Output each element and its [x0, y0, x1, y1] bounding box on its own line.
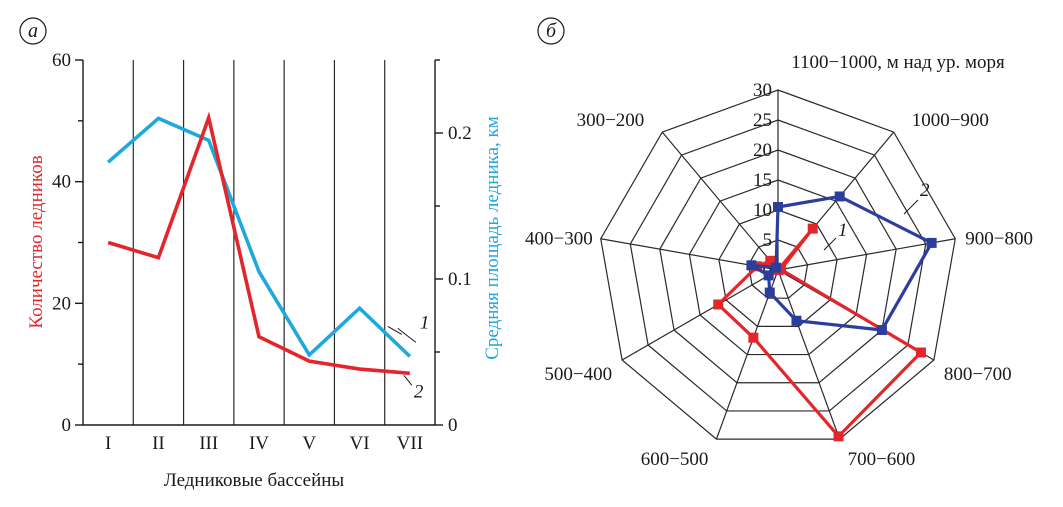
y-right-tick-label: 0.1 — [448, 269, 472, 290]
radar-ring — [688, 179, 868, 356]
radar-marker-2 — [773, 202, 783, 212]
series-line-2 — [107, 111, 411, 376]
panel-label-b: б — [546, 20, 557, 42]
leader-line-2 — [403, 374, 413, 386]
radial-tick-label: 30 — [753, 80, 772, 101]
radar-series-1 — [715, 227, 924, 439]
radar-series — [713, 191, 937, 442]
radar-spoke — [777, 269, 841, 440]
curve-label-1: 1 — [420, 312, 430, 333]
radar-marker-1 — [833, 431, 844, 442]
category-label: 1100−1000, м над ур. моря — [791, 52, 1005, 73]
category-label: 400−300 — [525, 229, 593, 250]
radar-spoke — [777, 238, 956, 271]
radar-leader-1 — [823, 237, 837, 251]
y-right-tick-label: 0 — [448, 415, 458, 436]
radar-leader-2 — [903, 199, 919, 215]
radial-tick-label: 25 — [753, 110, 772, 131]
x-tick-label: IV — [249, 433, 269, 454]
radar-marker-2 — [771, 262, 782, 273]
radar-marker-1 — [765, 255, 776, 266]
panel-label-circle-b — [537, 17, 565, 45]
panel-label-a: а — [28, 20, 38, 42]
radar-marker-2 — [926, 237, 937, 248]
radar-marker-2 — [764, 287, 775, 298]
y-left-tick-label: 60 — [52, 50, 71, 71]
y-right-tick-label: 0.2 — [448, 123, 472, 144]
radar-marker-1 — [807, 223, 818, 234]
y-left-tick-label: 20 — [52, 293, 71, 314]
category-label: 900−800 — [965, 229, 1033, 250]
leader-line-1 — [397, 327, 417, 343]
category-label: 600−500 — [641, 449, 709, 470]
x-tick-label: VII — [397, 433, 423, 454]
radar-marker-2 — [763, 270, 774, 281]
vertical-gridlines — [132, 60, 386, 425]
radar-ring — [747, 239, 809, 299]
series-line-1 — [106, 116, 412, 358]
radar-marker-2 — [876, 325, 887, 335]
radar-marker-1 — [748, 332, 759, 343]
radar-annotations: 12 — [823, 180, 930, 251]
radar-spoke — [715, 269, 779, 440]
x-tick-label: II — [152, 433, 165, 454]
category-label: 700−600 — [848, 449, 916, 470]
x-tick-label: VI — [350, 433, 370, 454]
radar-ring — [718, 209, 838, 327]
x-axis-label: Ледниковые бассейны — [164, 470, 345, 491]
radar-marker-2 — [834, 191, 845, 202]
x-tick-label: V — [302, 433, 316, 454]
radial-tick-label: 15 — [753, 170, 772, 191]
y-left-tick-label: 40 — [52, 172, 71, 193]
category-label: 800−700 — [944, 364, 1012, 385]
radial-tick-label: 5 — [763, 230, 773, 251]
radar-ring — [629, 119, 927, 412]
radar-spoke — [661, 131, 779, 271]
category-label: 500−400 — [544, 364, 612, 385]
series-lines — [106, 111, 412, 376]
radar-series-2 — [750, 194, 934, 332]
x-tick-label: III — [199, 433, 218, 454]
category-labels: 1100−1000, м над ур. моря 1000−900 900−800… — [525, 52, 1033, 470]
radar-marker-2 — [791, 315, 802, 326]
x-tick-label: I — [105, 433, 111, 454]
radar-marker-2 — [746, 260, 757, 271]
radial-tick-label: 10 — [753, 200, 772, 221]
curve-label-2: 2 — [414, 381, 424, 402]
radar-chart-panel: б 051015202530 1100−1000, м над ур. моря… — [525, 17, 1033, 470]
radar-marker-1 — [915, 347, 926, 358]
y-left-tick-label: 0 — [62, 415, 72, 436]
series-annotations: 12 — [387, 312, 430, 402]
radar-spoke — [621, 269, 779, 361]
y-axis-right-label: Средняя площадь ледника, км — [482, 116, 503, 360]
category-label: 300−200 — [577, 110, 645, 131]
category-label: 1000−900 — [912, 110, 989, 131]
radar-ring — [600, 89, 956, 440]
radar-curve-label-1: 1 — [838, 220, 848, 241]
y-axis-left-label: Количество ледников — [26, 155, 47, 328]
radar-curve-label-2: 2 — [920, 180, 930, 201]
panel-label-circle-a — [19, 17, 47, 45]
radar-marker-1 — [713, 299, 724, 310]
leader-line-1b — [387, 325, 403, 335]
radial-tick-label: 20 — [753, 140, 772, 161]
